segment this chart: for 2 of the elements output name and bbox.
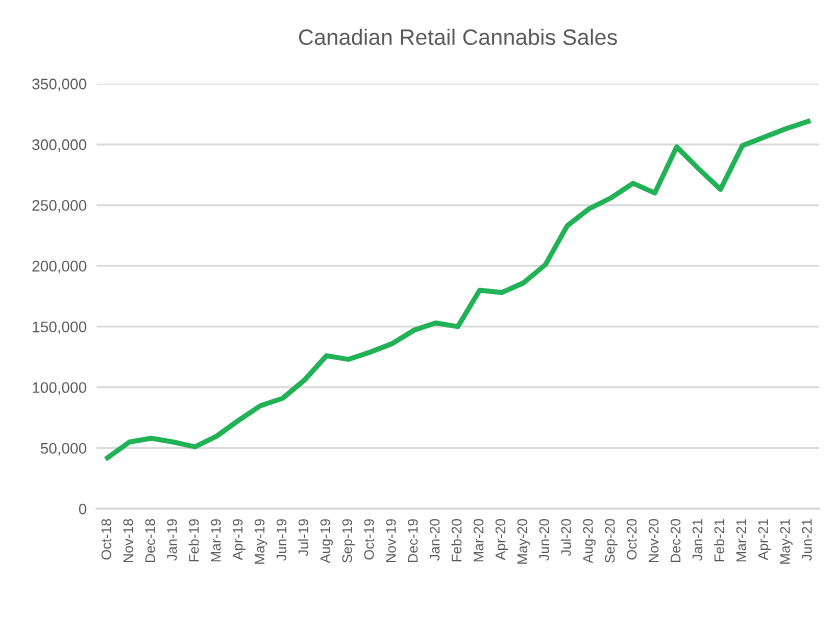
line-series bbox=[105, 118, 811, 461]
chart-title: Canadian Retail Cannabis Sales bbox=[298, 28, 617, 46]
